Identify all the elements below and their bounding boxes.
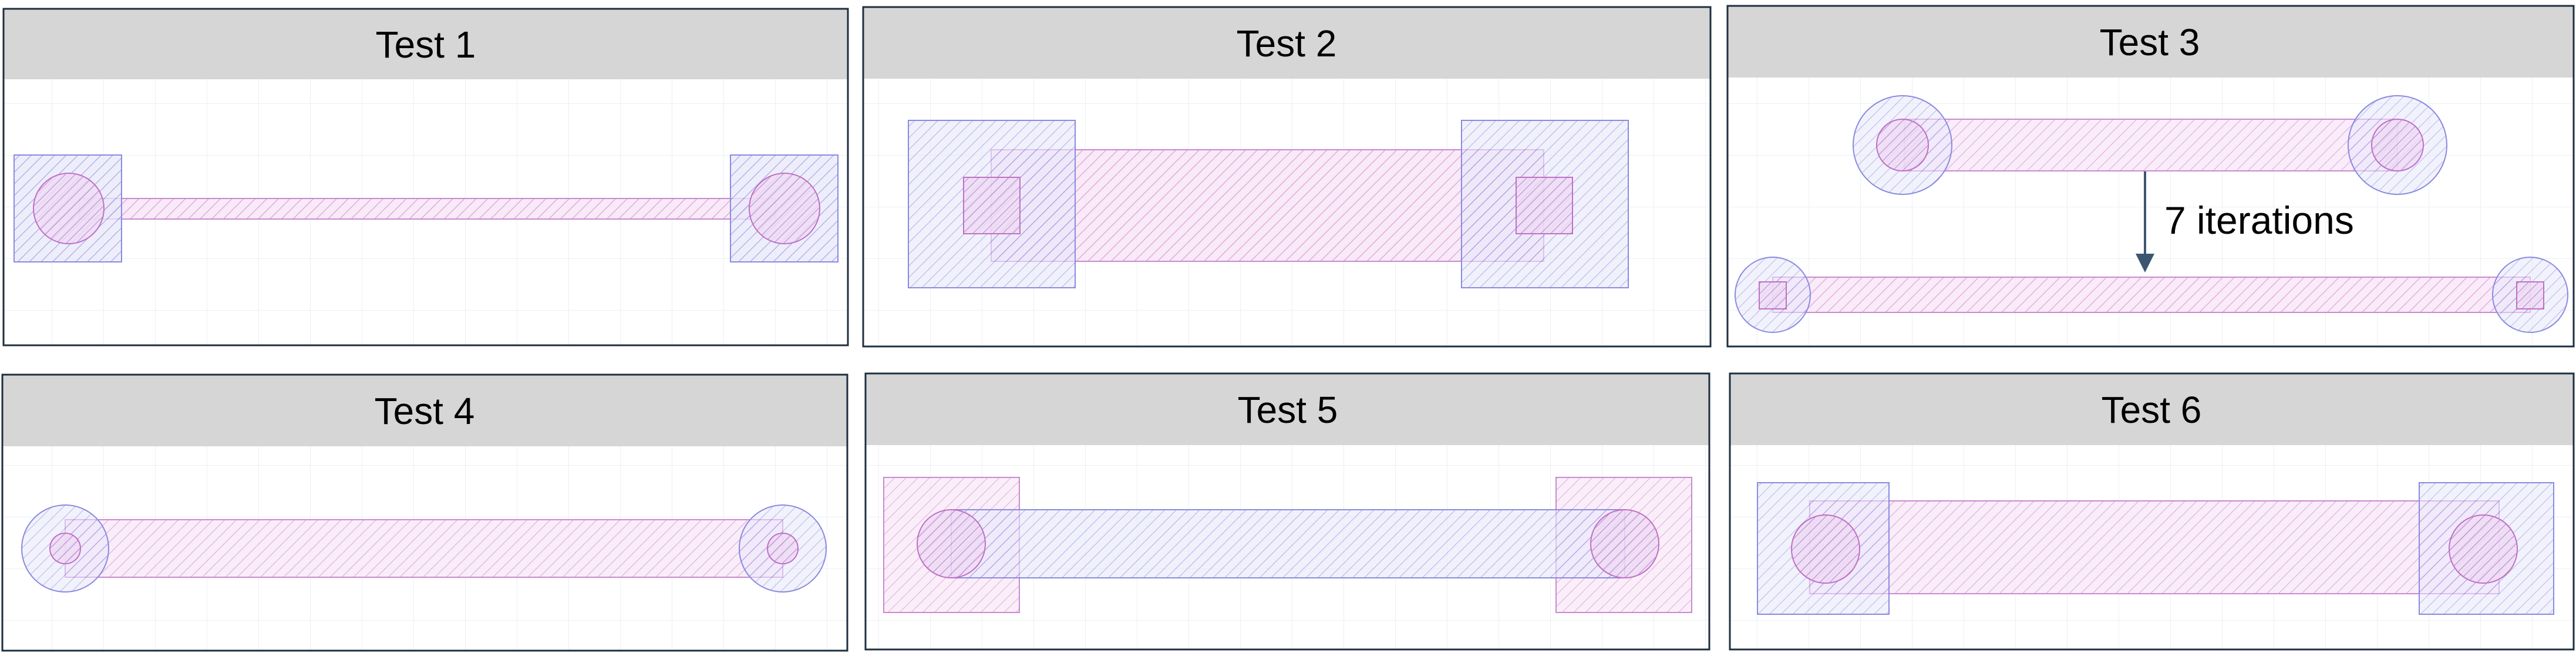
panel-3-title: Test 3 (2100, 21, 2200, 63)
panel-test-3: Test 3 7 iterations (1726, 5, 2575, 348)
panel-2-frame (862, 6, 1712, 348)
panel-test-4: Test 4 (1, 373, 848, 652)
panel-6-frame (1729, 372, 2575, 651)
panel-3-final-shapes (1735, 257, 2568, 333)
left-via-circle-initial (1876, 119, 1929, 171)
left-via-circle (1791, 514, 1860, 584)
panel-test-6: Test 6 (1729, 372, 2575, 651)
right-via-circle (767, 533, 799, 564)
panel-1-title: Test 1 (376, 23, 476, 66)
trace-bar (79, 198, 776, 220)
panel-2-header (863, 7, 1710, 79)
panel-5-track-shapes (883, 477, 1692, 613)
panel-test-1: Test 1 (2, 8, 849, 346)
panel-5-frame (864, 372, 1710, 651)
right-via-square (1516, 177, 1573, 234)
panel-5-title: Test 5 (1238, 389, 1338, 431)
panel-1-frame (2, 8, 849, 346)
right-via-square-final (2516, 281, 2544, 309)
left-via-circle (49, 533, 81, 564)
panel-3-initial-shapes (1853, 95, 2447, 195)
left-via-circle (917, 509, 986, 578)
panel-1-header (4, 9, 848, 79)
trace-bar (1809, 500, 2500, 594)
trace-bar (65, 519, 783, 578)
panel-3-frame (1726, 5, 2575, 348)
panel-4-track-shapes (21, 504, 827, 593)
panel-4-frame (1, 373, 848, 652)
panel-4-header (2, 375, 847, 446)
trace-bar (991, 149, 1544, 262)
right-via-circle (749, 173, 820, 244)
panel-test-5: Test 5 (864, 372, 1710, 651)
panel-6-track-shapes (1757, 482, 2554, 615)
trace-bar-initial (1904, 119, 2398, 171)
right-via-circle-initial (2371, 119, 2424, 171)
iteration-annotation: 7 iterations (2164, 198, 2354, 242)
right-via-circle (2449, 514, 2518, 584)
panel-2-track-shapes (908, 120, 1629, 288)
right-via-circle (1590, 509, 1659, 578)
trace-bar-final (1772, 277, 2531, 313)
panel-6-header (1730, 373, 2574, 445)
panel-4-title: Test 4 (375, 390, 475, 432)
panel-test-2: Test 2 (862, 6, 1712, 348)
panel-6-title: Test 6 (2102, 389, 2202, 431)
panel-3-header (1728, 6, 2574, 78)
panel-5-header (866, 373, 1709, 445)
panel-1-track-shapes (14, 154, 839, 262)
left-via-circle (33, 173, 105, 244)
left-via-square-final (1759, 281, 1787, 309)
panel-2-title: Test 2 (1237, 22, 1337, 65)
trace-bar (951, 509, 1625, 578)
left-via-square (963, 177, 1021, 234)
